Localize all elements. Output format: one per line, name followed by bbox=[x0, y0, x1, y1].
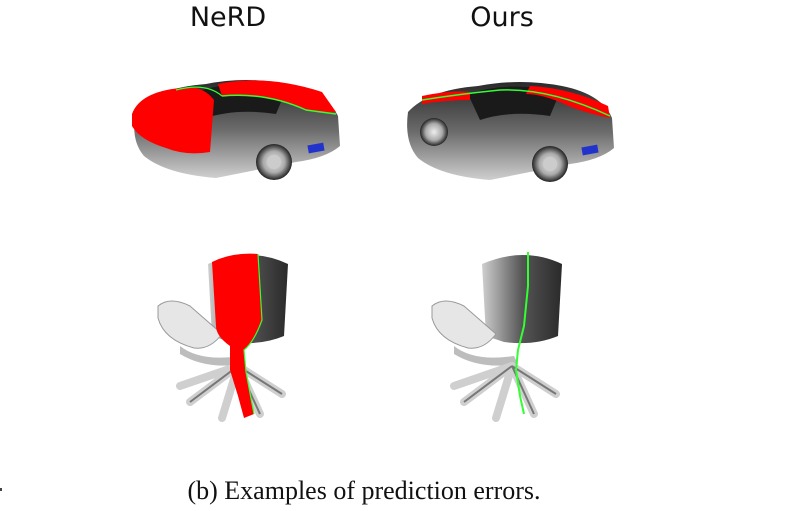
stray-mark bbox=[0, 488, 2, 491]
figure-caption: (b) Examples of prediction errors. bbox=[187, 476, 541, 505]
chair-ours-render bbox=[431, 252, 562, 422]
column-title-nerd: NeRD bbox=[189, 2, 267, 33]
error-region bbox=[132, 87, 214, 154]
chair-nerd-render bbox=[157, 253, 288, 422]
error-region bbox=[212, 253, 262, 418]
car-nerd-render bbox=[132, 80, 340, 180]
boundary-line bbox=[514, 252, 529, 415]
car-ours-render bbox=[407, 82, 614, 182]
column-title-ours: Ours bbox=[470, 2, 534, 33]
